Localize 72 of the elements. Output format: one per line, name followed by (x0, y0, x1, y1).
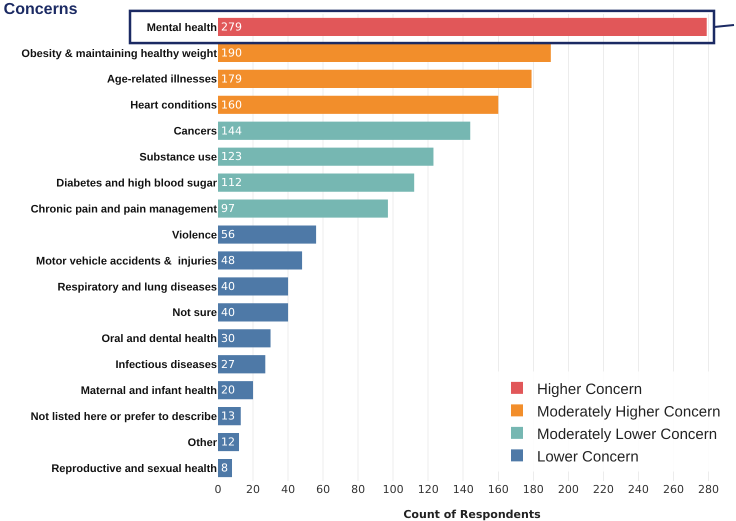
bar (218, 70, 532, 88)
data-label: 30 (221, 332, 235, 345)
y-tick-label: Motor vehicle accidents & injuries (36, 255, 217, 268)
x-tick-label: 80 (351, 483, 366, 496)
y-tick-label: Reproductive and sexual health (51, 462, 218, 475)
y-tick-label: Not sure (172, 307, 217, 320)
bar (218, 44, 551, 62)
x-tick-label: 100 (382, 483, 404, 496)
x-tick-label: 240 (628, 483, 649, 496)
y-tick-label: Respiratory and lung diseases (57, 281, 217, 294)
y-tick-label: Maternal and infant health (80, 385, 218, 398)
data-label: 48 (221, 254, 235, 267)
data-label: 40 (221, 280, 235, 293)
legend-label: Lower Concern (537, 448, 639, 466)
y-tick-label: Infectious diseases (116, 359, 217, 372)
data-label: 40 (221, 306, 235, 319)
y-tick-label: Substance use (139, 152, 217, 164)
bar (218, 277, 288, 296)
bar (218, 148, 434, 166)
y-tick-label: Heart conditions (130, 100, 217, 112)
data-label: 13 (221, 410, 235, 423)
data-label: 279 (221, 20, 242, 34)
x-tick-label: 220 (592, 483, 614, 496)
x-tick-label: 20 (246, 483, 260, 496)
x-tick-label: 260 (662, 483, 684, 496)
legend-label: Moderately Lower Concern (537, 426, 718, 443)
data-label: 190 (221, 46, 242, 60)
data-label: 160 (221, 98, 242, 112)
y-tick-label: Chronic pain and pain management (30, 203, 218, 216)
data-label: 123 (221, 150, 242, 164)
y-tick-label: Violence (172, 229, 217, 242)
data-label: 8 (221, 462, 228, 475)
bar (218, 18, 707, 36)
y-tick-label: Not listed here or prefer to describe (30, 410, 217, 423)
x-tick-label: 60 (316, 483, 330, 496)
x-tick-label: 0 (214, 483, 222, 496)
data-label: 144 (221, 124, 242, 138)
bar (218, 200, 388, 218)
y-tick-label: Cancers (174, 126, 217, 138)
y-tick-label: Mental health (146, 22, 218, 34)
x-tick-label: 140 (452, 483, 474, 496)
x-axis-title: Count of Respondents (403, 508, 542, 521)
bar (218, 329, 271, 348)
data-label: 27 (221, 358, 235, 371)
data-label: 56 (221, 228, 235, 242)
legend-label: Moderately Higher Concern (537, 403, 720, 420)
data-label: 112 (221, 176, 242, 190)
y-tick-label: Diabetes and high blood sugar (56, 177, 218, 190)
x-tick-label: 200 (558, 483, 579, 496)
x-tick-label: 180 (522, 483, 544, 496)
y-tick-label: Oral and dental health (101, 333, 218, 346)
x-tick-label: 40 (281, 483, 296, 496)
y-tick-label: Obesity & maintaining healthy weight (21, 48, 218, 60)
y-tick-label: Other (188, 436, 218, 449)
bar (218, 251, 302, 270)
data-label: 97 (221, 202, 235, 216)
bar (218, 96, 498, 114)
x-tick-label: 160 (488, 483, 509, 496)
bar (218, 174, 414, 192)
legend-label: Higher Concern (537, 380, 642, 398)
data-label: 179 (221, 72, 242, 86)
text: Concerns (4, 0, 78, 18)
bar (218, 355, 266, 374)
bar (218, 381, 254, 400)
data-label: 12 (221, 436, 235, 449)
y-tick-label: Age-related illnesses (106, 74, 217, 86)
bar (218, 225, 316, 244)
x-tick-label: 280 (698, 483, 719, 496)
x-tick-label: 120 (418, 483, 439, 496)
bar (218, 122, 470, 140)
data-label: 20 (221, 384, 235, 397)
bar (218, 303, 288, 322)
